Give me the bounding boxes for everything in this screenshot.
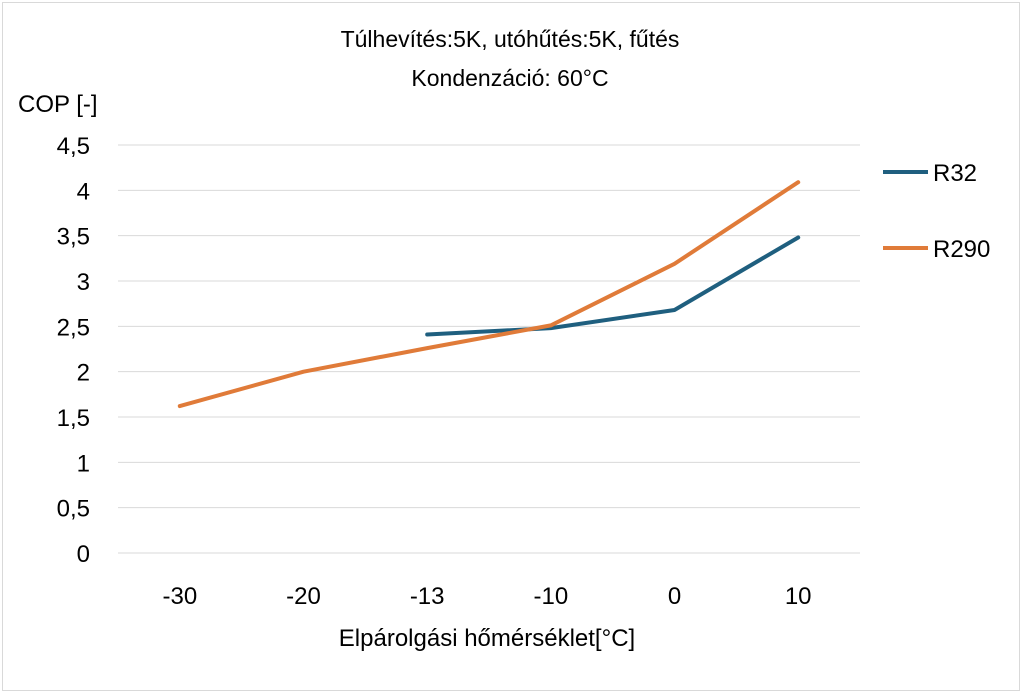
x-tick-label: 0 — [668, 583, 681, 610]
y-tick-label: 1 — [77, 450, 90, 477]
y-tick-label: 0,5 — [57, 496, 90, 523]
legend-label-r290: R290 — [933, 236, 990, 263]
y-tick-label: 0 — [77, 541, 90, 568]
chart-title: Túlhevítés:5K, utóhűtés:5K, fűtés — [341, 26, 680, 52]
chart-subtitle: Kondenzáció: 60°C — [411, 65, 608, 91]
y-tick-label: 4 — [77, 178, 90, 205]
x-tick-label: 10 — [785, 583, 812, 610]
y-axis-label: COP [-] — [18, 91, 98, 118]
y-tick-label: 3 — [77, 269, 90, 296]
y-tick-label: 3,5 — [57, 224, 90, 251]
series-line-r32 — [425, 235, 801, 337]
x-axis-label: Elpárolgási hőmérséklet[°C] — [339, 625, 635, 652]
x-tick-label: -30 — [162, 583, 197, 610]
y-tick-label: 1,5 — [57, 405, 90, 432]
legend-label-r32: R32 — [933, 160, 977, 187]
y-tick-label: 4,5 — [57, 133, 90, 160]
x-tick-label: -20 — [286, 583, 321, 610]
y-tick-label: 2,5 — [57, 314, 90, 341]
y-tick-label: 2 — [77, 360, 90, 387]
x-tick-label: -10 — [533, 583, 568, 610]
x-tick-label: -13 — [410, 583, 445, 610]
series-line-r290 — [177, 180, 801, 409]
